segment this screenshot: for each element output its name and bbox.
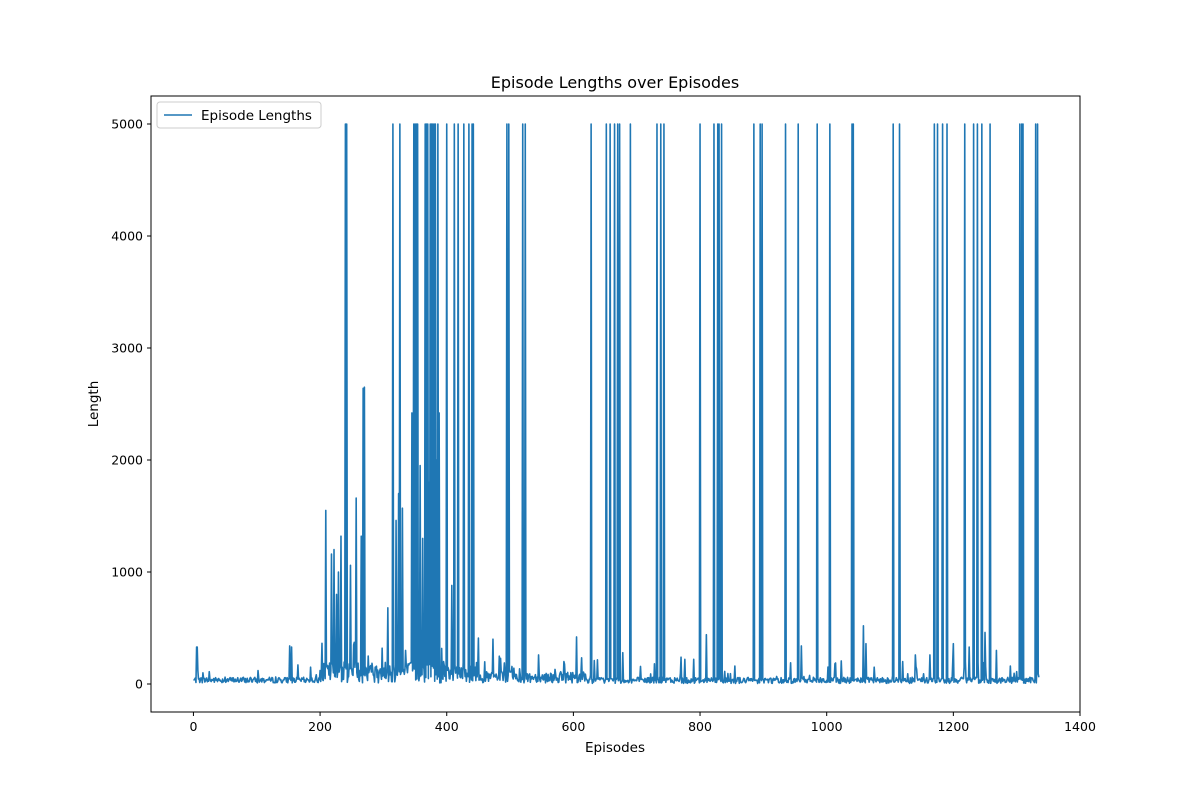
y-tick-label: 0 [135, 677, 143, 692]
x-axis-label: Episodes [585, 740, 645, 756]
legend-box [156, 101, 322, 129]
legend-label-episode-lengths: Episode Lengths [201, 108, 312, 124]
y-tick-label: 3000 [111, 341, 143, 356]
y-tick-label: 1000 [111, 565, 143, 580]
x-axis: 0 200 400 600 800 1000 1200 1400 [189, 712, 1096, 734]
x-tick-label: 400 [435, 719, 459, 734]
x-tick-label: 600 [561, 719, 585, 734]
y-tick-label: 2000 [111, 453, 143, 468]
x-tick-label: 200 [308, 719, 332, 734]
legend: Episode Lengths [156, 101, 322, 129]
y-tick-label: 5000 [111, 117, 143, 132]
y-axis-label: Length [86, 381, 102, 428]
x-tick-label: 1200 [937, 719, 969, 734]
series-line-episode-lengths [193, 123, 1040, 685]
x-tick-label: 800 [688, 719, 712, 734]
plot-frame [150, 95, 1081, 713]
x-tick-label: 0 [189, 719, 197, 734]
x-tick-label: 1400 [1064, 719, 1096, 734]
x-tick-label: 1000 [811, 719, 843, 734]
plot-area [193, 123, 1040, 685]
y-tick-label: 4000 [111, 229, 143, 244]
y-axis: 0 1000 2000 3000 4000 5000 [111, 117, 151, 692]
chart-title: Episode Lengths over Episodes [491, 73, 739, 92]
